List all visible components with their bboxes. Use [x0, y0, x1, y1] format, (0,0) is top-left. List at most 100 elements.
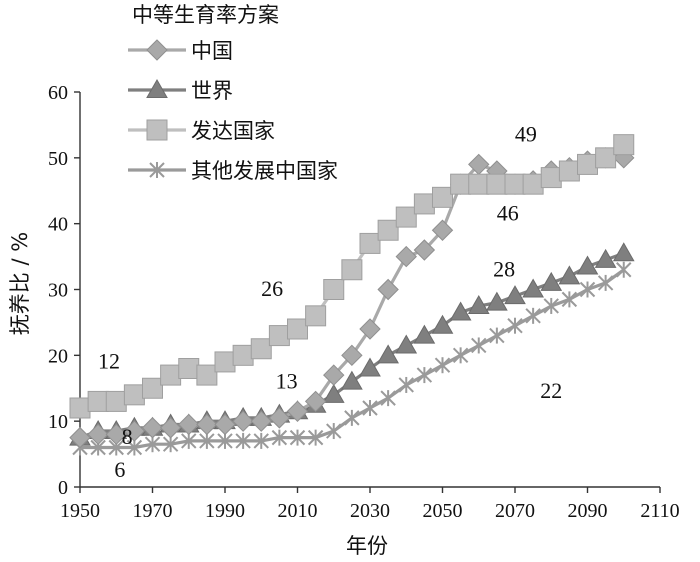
data-point [449, 301, 472, 321]
data-point [359, 357, 381, 377]
data-point [377, 278, 399, 301]
data-point [522, 173, 544, 195]
data-point [323, 279, 345, 300]
data-point [214, 351, 236, 373]
data-point [326, 423, 342, 440]
legend-marker [146, 78, 168, 98]
x-tick-label: 2110 [640, 500, 679, 522]
x-tick-label: 1990 [205, 500, 245, 522]
data-point [105, 423, 127, 446]
legend-title: 中等生育率方案 [132, 3, 279, 27]
data-point [250, 338, 272, 360]
data-point [612, 242, 635, 262]
data-label: 13 [276, 368, 298, 393]
series-layer [69, 134, 635, 456]
data-point [250, 410, 272, 432]
legend-label: 其他发展中国家 [191, 159, 338, 183]
data-point [341, 259, 363, 281]
data-point [196, 413, 218, 436]
x-tick-label: 2050 [423, 500, 463, 522]
data-point [434, 357, 451, 374]
data-point [377, 219, 399, 241]
legend-item: 世界 [128, 78, 233, 103]
data-point [467, 294, 490, 314]
legend-item: 中国 [128, 39, 233, 63]
data-point [235, 432, 251, 449]
data-point [199, 432, 215, 449]
legend-marker [146, 39, 168, 61]
data-label: 8 [122, 424, 133, 449]
data-point [289, 429, 306, 446]
data-label: 46 [497, 200, 519, 225]
data-point [69, 397, 91, 419]
data-point [543, 297, 559, 314]
data-point [307, 429, 324, 446]
x-axis-title: 年份 [346, 534, 388, 558]
data-point [579, 281, 596, 298]
x-tick-label: 2010 [278, 500, 318, 522]
series-3 [69, 134, 635, 419]
data-point [141, 417, 164, 439]
data-point [540, 271, 563, 291]
data-point [452, 347, 469, 364]
data-point [471, 337, 487, 354]
data-point [323, 364, 345, 386]
legend-item: 其他发展中国家 [128, 159, 338, 183]
y-tick-label: 20 [48, 345, 68, 367]
data-point [253, 432, 269, 449]
x-tick-label: 2070 [495, 500, 535, 522]
data-point [413, 324, 436, 344]
y-axis-title: 抚养比 / % [8, 232, 32, 335]
data-point [416, 367, 433, 384]
data-label: 28 [493, 256, 515, 281]
data-point [413, 193, 435, 215]
annotation-layer: 12 8 6 26 13 49 46 28 22 [98, 121, 562, 482]
data-point [232, 410, 254, 432]
x-tick-label: 2090 [568, 500, 608, 522]
data-point [489, 327, 505, 344]
data-point [322, 383, 345, 403]
data-point [431, 219, 454, 241]
data-point [123, 420, 146, 442]
data-point [232, 344, 254, 366]
data-point [577, 153, 598, 175]
data-point [341, 344, 363, 367]
y-tick-label: 40 [48, 214, 68, 236]
data-point [162, 436, 179, 453]
data-point [432, 186, 453, 208]
data-point [613, 134, 635, 156]
data-point [304, 390, 327, 413]
data-point [341, 370, 363, 390]
data-point [126, 439, 143, 456]
data-point [395, 206, 417, 228]
y-tick-label: 10 [48, 411, 68, 433]
data-point [123, 384, 145, 406]
data-point [486, 291, 508, 311]
data-point [522, 278, 544, 298]
legend-label: 发达国家 [191, 119, 275, 143]
data-point [359, 232, 381, 254]
data-point [413, 239, 436, 261]
legend-marker [149, 162, 165, 178]
data-point [359, 318, 381, 340]
legend-item: 发达国家 [128, 119, 275, 143]
data-point [286, 400, 309, 422]
data-point [159, 417, 182, 439]
data-point [142, 377, 163, 399]
y-tick-label: 0 [58, 477, 68, 499]
data-point [178, 413, 200, 436]
data-point [525, 307, 541, 324]
data-point [486, 173, 508, 195]
axes: 1950 1970 1990 2010 2030 2050 2070 2090 2110 010… [48, 82, 680, 522]
data-point [558, 265, 581, 285]
data-point [561, 291, 578, 308]
data-point [214, 413, 236, 436]
y-tick-label: 60 [48, 82, 68, 104]
data-point [395, 245, 417, 268]
data-point [344, 409, 360, 426]
data-label: 6 [114, 457, 125, 482]
data-point [504, 285, 526, 305]
x-tick-label: 1970 [133, 500, 173, 522]
